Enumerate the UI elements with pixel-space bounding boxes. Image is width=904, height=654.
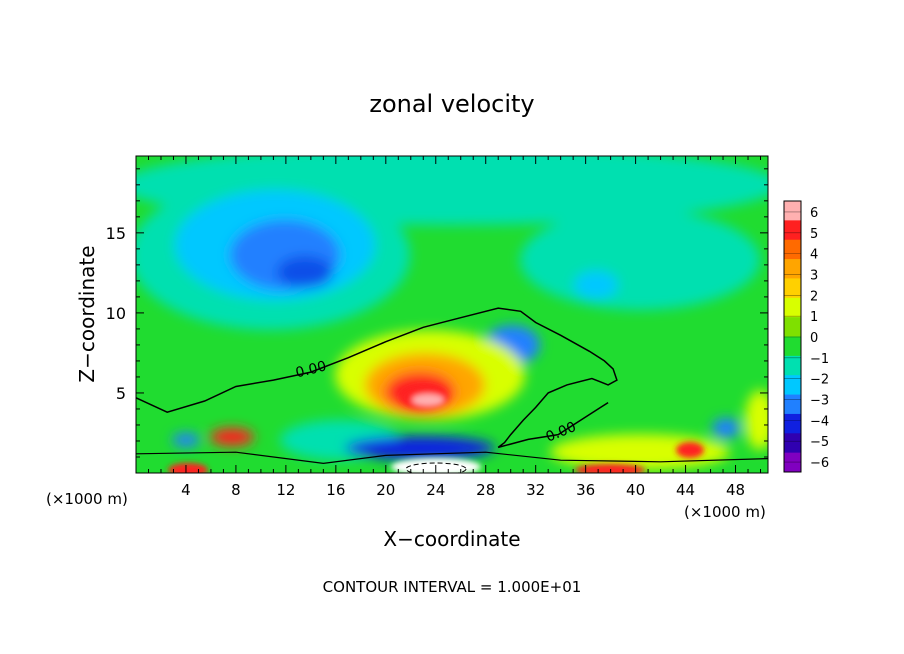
colorbar-label: 3: [810, 268, 818, 283]
colorbar-label: 5: [810, 227, 818, 242]
y-axis-title: Z−coordinate: [75, 245, 99, 382]
y-axis: 5 10 15: [106, 168, 768, 458]
x-tick-label: 32: [526, 481, 545, 499]
x-tick-label: 44: [676, 481, 695, 499]
field-region-dark-blue-low: [345, 436, 495, 460]
colorbar-swatch: [784, 355, 801, 376]
field-region-max-core: [412, 394, 444, 406]
colorbar-swatch: [784, 201, 801, 221]
plot-frame: [135, 155, 769, 474]
field-region-blue-right: [574, 271, 618, 299]
x-tick-label: 48: [726, 481, 745, 499]
x-unit-label-right: (×1000 m): [684, 503, 766, 521]
field-region-cyan-right: [520, 210, 760, 310]
y-tick-label: 5: [116, 384, 126, 403]
zero-contour-line: [136, 307, 618, 449]
colorbar-label: −5: [810, 435, 829, 450]
colorbar-swatch: [784, 452, 801, 473]
colorbar-label: −3: [810, 394, 829, 409]
colorbar-swatch: [784, 375, 801, 396]
x-axis-title: X−coordinate: [383, 527, 520, 551]
field-region-yellow-edge-right: [745, 390, 768, 450]
contour-interval-note: CONTOUR INTERVAL = 1.000E+01: [323, 578, 582, 596]
colorbar-label: −4: [810, 414, 829, 429]
x-tick-label: 28: [476, 481, 495, 499]
colorbar-swatch: [784, 220, 801, 241]
colorbar-label: −6: [810, 456, 829, 471]
colorbar-label: 2: [810, 289, 818, 304]
negative-contour-dashed: [405, 462, 467, 473]
colorbar-label: 6: [810, 206, 818, 221]
colorbar-label: −2: [810, 373, 829, 388]
x-axis: 4 8 12 16 20 24 28 32 36 40 44 48: [147, 156, 762, 499]
field-region-red-low-left: [210, 428, 254, 446]
x-tick-label: 20: [376, 481, 395, 499]
x-tick-label: 4: [181, 481, 191, 499]
colorbar-frame: [783, 200, 802, 473]
colorbar-swatch: [784, 394, 801, 415]
colorbar-swatch: [784, 259, 801, 279]
x-tick-label: 36: [576, 481, 595, 499]
x-tick-label: 16: [326, 481, 345, 499]
x-tick-label: 40: [626, 481, 645, 499]
colorbar-swatch: [784, 336, 801, 357]
colorbar: 6 5 4 3 2 1 0 −1 −2 −3 −4 −5 −6: [783, 200, 829, 473]
zero-contour-line-bottom: [136, 451, 768, 464]
field-region-red-bottom-left: [168, 463, 208, 473]
colorbar-label: −1: [810, 352, 829, 367]
colorbar-swatch: [784, 297, 801, 318]
field-region-red-bottom-right: [575, 464, 645, 473]
x-tick-label: 8: [231, 481, 241, 499]
x-unit-label-left: (×1000 m): [46, 490, 128, 508]
x-tick-label: 24: [426, 481, 445, 499]
colorbar-swatch: [784, 239, 801, 260]
y-tick-label: 10: [106, 304, 126, 323]
colorbar-label: 4: [810, 248, 818, 263]
field-region-blue-low-left: [172, 433, 200, 447]
colorbar-swatch: [784, 278, 801, 299]
y-tick-label: 15: [106, 224, 126, 243]
field-region-blue-low-right: [712, 418, 740, 438]
chart-title: zonal velocity: [369, 90, 534, 118]
plot-area: [136, 156, 768, 473]
colorbar-swatch: [784, 413, 801, 434]
contour-label: 0.00: [294, 358, 328, 381]
colorbar-label: 1: [810, 310, 818, 325]
colorbar-swatch: [784, 433, 801, 454]
field-region-blue-core: [277, 256, 333, 288]
field-region-red-low-right: [676, 442, 704, 458]
colorbar-label: 0: [810, 331, 818, 346]
colorbar-swatch: [784, 317, 801, 337]
x-tick-label: 12: [276, 481, 295, 499]
